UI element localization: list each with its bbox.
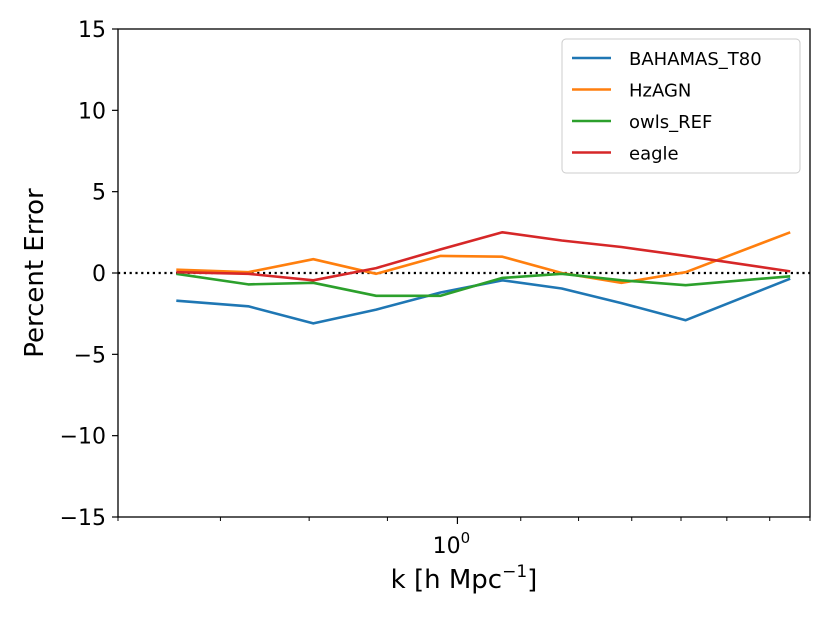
legend-label: BAHAMAS_T80	[629, 49, 762, 70]
y-ticks: 15 10 5 0 −5 −10 −15	[60, 18, 118, 531]
series-line-hzagn	[176, 231, 791, 285]
legend-label: eagle	[629, 144, 679, 165]
x-minor-ticks	[117, 517, 811, 521]
y-tick-label: −15	[60, 506, 106, 531]
y-axis-label: Percent Error	[20, 188, 50, 358]
x-axis-label: k [h Mpc−1]	[391, 562, 538, 595]
y-tick-label: 15	[78, 18, 106, 43]
x-axis-label-exponent: −1	[502, 562, 527, 582]
legend-box	[561, 38, 801, 174]
y-tick-label: 5	[92, 181, 106, 206]
y-tick-label: −5	[74, 343, 106, 368]
plot-frame	[117, 28, 811, 518]
y-tick-label: 10	[78, 99, 106, 124]
series-line-eagle	[176, 231, 791, 282]
legend-label: owls_REF	[629, 112, 712, 133]
x-tick-label: 100	[433, 529, 471, 559]
series-line-owls-ref	[176, 272, 791, 298]
x-axis-label-main: k [h Mpc	[391, 565, 502, 595]
x-axis-label-suffix: ]	[527, 565, 537, 595]
x-major-ticks: 100	[433, 517, 471, 559]
series-lines	[176, 231, 791, 325]
y-tick-label: −10	[60, 425, 106, 450]
legend-label: HzAGN	[629, 81, 691, 102]
y-tick-label: 0	[92, 262, 106, 287]
